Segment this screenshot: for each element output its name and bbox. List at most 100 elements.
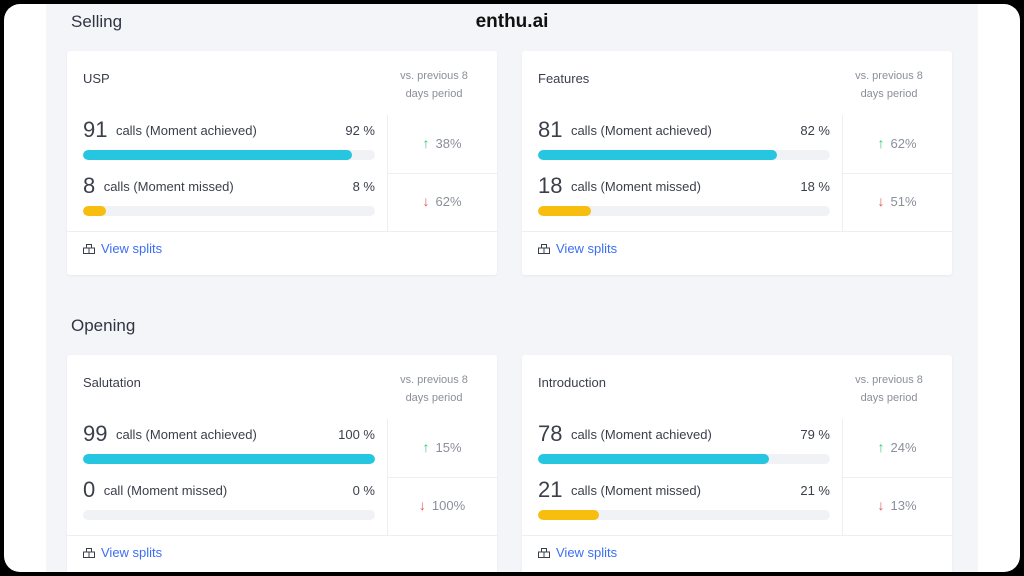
missed-trend-value: 62% — [435, 194, 462, 209]
card-title: Salutation — [83, 375, 141, 390]
achieved-trend-value: 15% — [435, 440, 462, 455]
achieved-progress-track — [538, 150, 830, 160]
achieved-progress-fill — [538, 454, 769, 464]
missed-trend-value: 13% — [890, 498, 917, 513]
splits-icon — [538, 244, 550, 254]
view-splits-link[interactable]: View splits — [83, 545, 162, 560]
achieved-progress-fill — [83, 150, 352, 160]
view-splits-link[interactable]: View splits — [538, 545, 617, 560]
achieved-percent: 82 % — [800, 123, 830, 138]
missed-label: calls (Moment missed) — [570, 178, 701, 194]
screenshot-frame: enthu.ai Selling USP vs. previous 8 days… — [4, 4, 1020, 572]
missed-row: 21 calls (Moment missed) 21 % — [538, 477, 830, 503]
achieved-percent: 100 % — [338, 427, 375, 442]
divider — [67, 535, 497, 536]
arrow-down-icon: ↓ — [877, 193, 885, 209]
view-splits-link[interactable]: View splits — [538, 241, 617, 256]
view-splits-label: View splits — [101, 241, 163, 256]
view-splits-label: View splits — [101, 545, 163, 560]
achieved-count: 91 — [83, 117, 108, 142]
card-title: USP — [83, 71, 110, 86]
achieved-label: calls (Moment achieved) — [115, 122, 257, 138]
arrow-up-icon: ↑ — [422, 135, 430, 151]
moment-card-features: Features vs. previous 8 days period 81 c… — [522, 51, 952, 275]
achieved-row: 99 calls (Moment achieved) 100 % — [83, 421, 375, 447]
divider — [842, 173, 952, 174]
missed-percent: 8 % — [352, 179, 375, 194]
achieved-count: 81 — [538, 117, 563, 142]
comparison-period-label: vs. previous 8 days period — [400, 70, 468, 100]
missed-progress-track — [83, 206, 375, 216]
moment-card-usp: USP vs. previous 8 days period 91 calls … — [67, 51, 497, 275]
arrow-down-icon: ↓ — [877, 497, 885, 513]
view-splits-label: View splits — [556, 241, 618, 256]
missed-count: 8 — [83, 173, 96, 198]
dashboard-canvas: Selling USP vs. previous 8 days period 9… — [46, 4, 978, 572]
arrow-up-icon: ↑ — [422, 439, 430, 455]
achieved-progress-track — [83, 150, 375, 160]
missed-row: 18 calls (Moment missed) 18 % — [538, 173, 830, 199]
achieved-count: 99 — [83, 421, 108, 446]
missed-progress-fill — [83, 206, 107, 216]
achieved-progress-track — [538, 454, 830, 464]
comparison-period-label: vs. previous 8 days period — [855, 374, 923, 404]
arrow-down-icon: ↓ — [418, 497, 426, 513]
achieved-progress-track — [83, 454, 375, 464]
arrow-down-icon: ↓ — [422, 193, 430, 209]
achieved-percent: 92 % — [345, 123, 375, 138]
achieved-trend: ↑ 62% — [842, 135, 952, 151]
missed-row: 0 call (Moment missed) 0 % — [83, 477, 375, 503]
section-title-selling: Selling — [71, 12, 123, 31]
missed-percent: 21 % — [800, 483, 830, 498]
missed-label: calls (Moment missed) — [103, 178, 234, 194]
missed-trend: ↓ 100% — [387, 497, 497, 513]
section-title-opening: Opening — [71, 316, 136, 335]
divider — [522, 535, 952, 536]
missed-row: 8 calls (Moment missed) 8 % — [83, 173, 375, 199]
achieved-trend: ↑ 24% — [842, 439, 952, 455]
moment-card-salutation: Salutation vs. previous 8 days period 99… — [67, 355, 497, 572]
achieved-trend-value: 24% — [890, 440, 917, 455]
missed-count: 0 — [83, 477, 96, 502]
missed-progress-fill — [538, 510, 600, 520]
achieved-progress-fill — [538, 150, 778, 160]
card-title: Features — [538, 71, 590, 86]
view-splits-label: View splits — [556, 545, 618, 560]
missed-count: 21 — [538, 477, 563, 502]
missed-percent: 18 % — [800, 179, 830, 194]
achieved-label: calls (Moment achieved) — [570, 122, 712, 138]
achieved-count: 78 — [538, 421, 563, 446]
missed-percent: 0 % — [352, 483, 375, 498]
achieved-label: calls (Moment achieved) — [115, 426, 257, 442]
missed-trend: ↓ 51% — [842, 193, 952, 209]
moment-card-introduction: Introduction vs. previous 8 days period … — [522, 355, 952, 572]
achieved-trend: ↑ 15% — [387, 439, 497, 455]
divider — [522, 231, 952, 232]
brand-watermark: enthu.ai — [475, 11, 549, 32]
achieved-row: 91 calls (Moment achieved) 92 % — [83, 117, 375, 143]
divider — [842, 477, 952, 478]
missed-trend-value: 100% — [431, 498, 466, 513]
splits-icon — [83, 244, 95, 254]
arrow-up-icon: ↑ — [877, 135, 885, 151]
achieved-progress-fill — [83, 454, 375, 464]
missed-progress-track — [538, 206, 830, 216]
card-title: Introduction — [538, 375, 606, 390]
divider — [387, 477, 497, 478]
missed-progress-track — [538, 510, 830, 520]
achieved-trend-value: 62% — [890, 136, 917, 151]
missed-progress-fill — [538, 206, 591, 216]
missed-trend: ↓ 62% — [387, 193, 497, 209]
comparison-period-label: vs. previous 8 days period — [855, 70, 923, 100]
arrow-up-icon: ↑ — [877, 439, 885, 455]
achieved-row: 78 calls (Moment achieved) 79 % — [538, 421, 830, 447]
splits-icon — [538, 548, 550, 558]
achieved-percent: 79 % — [800, 427, 830, 442]
achieved-row: 81 calls (Moment achieved) 82 % — [538, 117, 830, 143]
divider — [67, 231, 497, 232]
view-splits-link[interactable]: View splits — [83, 241, 162, 256]
splits-icon — [83, 548, 95, 558]
achieved-label: calls (Moment achieved) — [570, 426, 712, 442]
missed-trend-value: 51% — [890, 194, 917, 209]
divider — [387, 173, 497, 174]
